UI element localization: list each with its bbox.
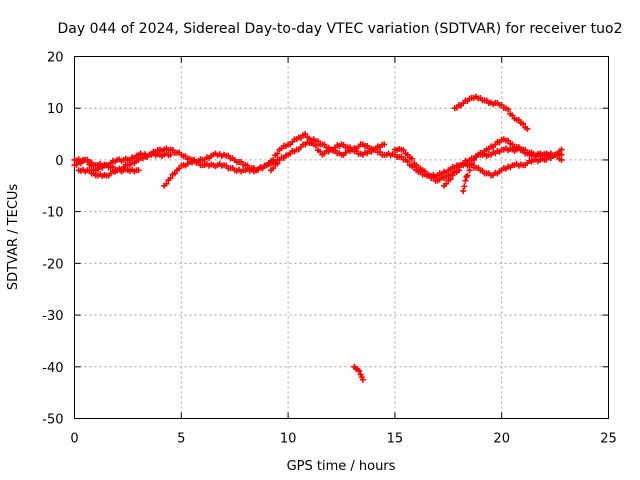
x-tick-label: 10 <box>280 432 297 447</box>
data-point <box>461 183 468 190</box>
data-point <box>505 106 512 113</box>
x-tick-label: 25 <box>600 432 617 447</box>
x-tick-label: 5 <box>177 432 185 447</box>
data-point <box>460 187 467 194</box>
data-point <box>321 141 328 148</box>
series-arc-8 <box>441 136 565 189</box>
data-point <box>274 150 281 157</box>
grid <box>74 56 609 419</box>
data-point <box>524 125 531 132</box>
data-point <box>171 170 178 177</box>
y-tick-label: -30 <box>42 309 63 324</box>
data-point <box>447 176 454 183</box>
data-point <box>558 156 565 163</box>
plot-frame <box>74 56 609 419</box>
ticks: 0 5 10 15 20 25 20 10 0 -10 -20 -30 -40 -50 <box>42 51 617 447</box>
data-point <box>408 155 415 162</box>
data-point <box>453 167 460 174</box>
data-marks <box>71 93 565 383</box>
data-point <box>86 167 93 174</box>
data-point <box>498 102 505 109</box>
series-arc-9 <box>460 151 565 194</box>
data-point <box>509 112 516 119</box>
data-point <box>274 160 281 167</box>
data-point <box>135 167 142 174</box>
data-point <box>558 146 565 153</box>
data-point <box>515 116 522 123</box>
x-tick-label: 20 <box>493 432 510 447</box>
y-tick-label: 10 <box>47 102 64 117</box>
x-axis-label: GPS time / hours <box>287 459 396 474</box>
chart-title: Day 044 of 2024, Sidereal Day-to-day VTE… <box>57 21 622 37</box>
data-point <box>404 158 411 165</box>
series-arc-11 <box>351 363 366 383</box>
data-point <box>449 172 456 179</box>
data-point <box>505 137 512 144</box>
data-point <box>520 147 527 154</box>
data-point <box>356 367 363 374</box>
data-point <box>270 156 277 163</box>
data-point <box>302 131 309 138</box>
data-point <box>381 141 388 148</box>
series-arc-10 <box>451 93 531 132</box>
data-point <box>464 172 471 179</box>
data-point <box>554 152 561 159</box>
data-point <box>167 151 174 158</box>
y-tick-label: -10 <box>42 206 63 221</box>
x-tick-label: 0 <box>70 432 78 447</box>
y-tick-label: -50 <box>42 413 63 428</box>
data-point <box>421 168 428 175</box>
y-tick-label: 20 <box>47 51 64 66</box>
series-arc-2 <box>71 145 270 175</box>
series-arc-3 <box>75 166 142 180</box>
data-point <box>400 147 407 154</box>
data-point <box>270 165 277 172</box>
data-point <box>317 148 324 155</box>
data-point <box>443 180 450 187</box>
data-point <box>163 180 170 187</box>
y-tick-label: 0 <box>55 154 63 169</box>
y-tick-label: -20 <box>42 257 63 272</box>
data-point <box>520 120 527 127</box>
data-point <box>462 177 469 184</box>
data-point <box>167 175 174 182</box>
y-tick-label: -40 <box>42 361 63 376</box>
data-point <box>315 138 322 145</box>
data-point <box>470 156 477 163</box>
series-arc-4 <box>161 150 281 189</box>
y-axis-label: SDTVAR / TECUs <box>6 184 21 291</box>
data-point <box>466 167 473 174</box>
data-point <box>359 376 366 383</box>
x-tick-label: 15 <box>387 432 404 447</box>
